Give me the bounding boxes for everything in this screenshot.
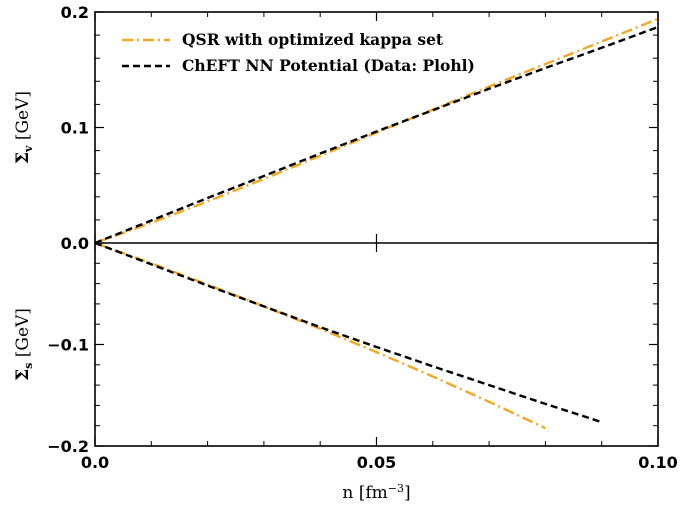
y-tick-label: −0.2 [47,437,89,456]
y-tick-label: 0.0 [61,234,89,253]
legend: QSR with optimized kappa set ChEFT NN Pot… [122,30,475,75]
x-tick-label: 0.05 [357,453,396,472]
y-axis-label-upper: Σv [GeV] [13,91,35,164]
y-axis-label-lower: Σs [GeV] [13,308,35,381]
legend-entry-label: QSR with optimized kappa set [182,30,444,49]
y-tick-label: 0.2 [61,3,89,22]
x-axis-label: n [fm−3] [342,482,410,504]
y-tick-label: −0.1 [47,336,89,355]
y-tick-label: 0.1 [61,119,89,138]
series-line-lower-0 [95,243,545,428]
chart-marks [95,19,658,428]
plot-border [95,12,658,446]
series-line-lower-1 [95,243,602,422]
x-tick-label: 0.10 [638,453,677,472]
legend-entry-label: ChEFT NN Potential (Data: Plohl) [182,56,475,75]
